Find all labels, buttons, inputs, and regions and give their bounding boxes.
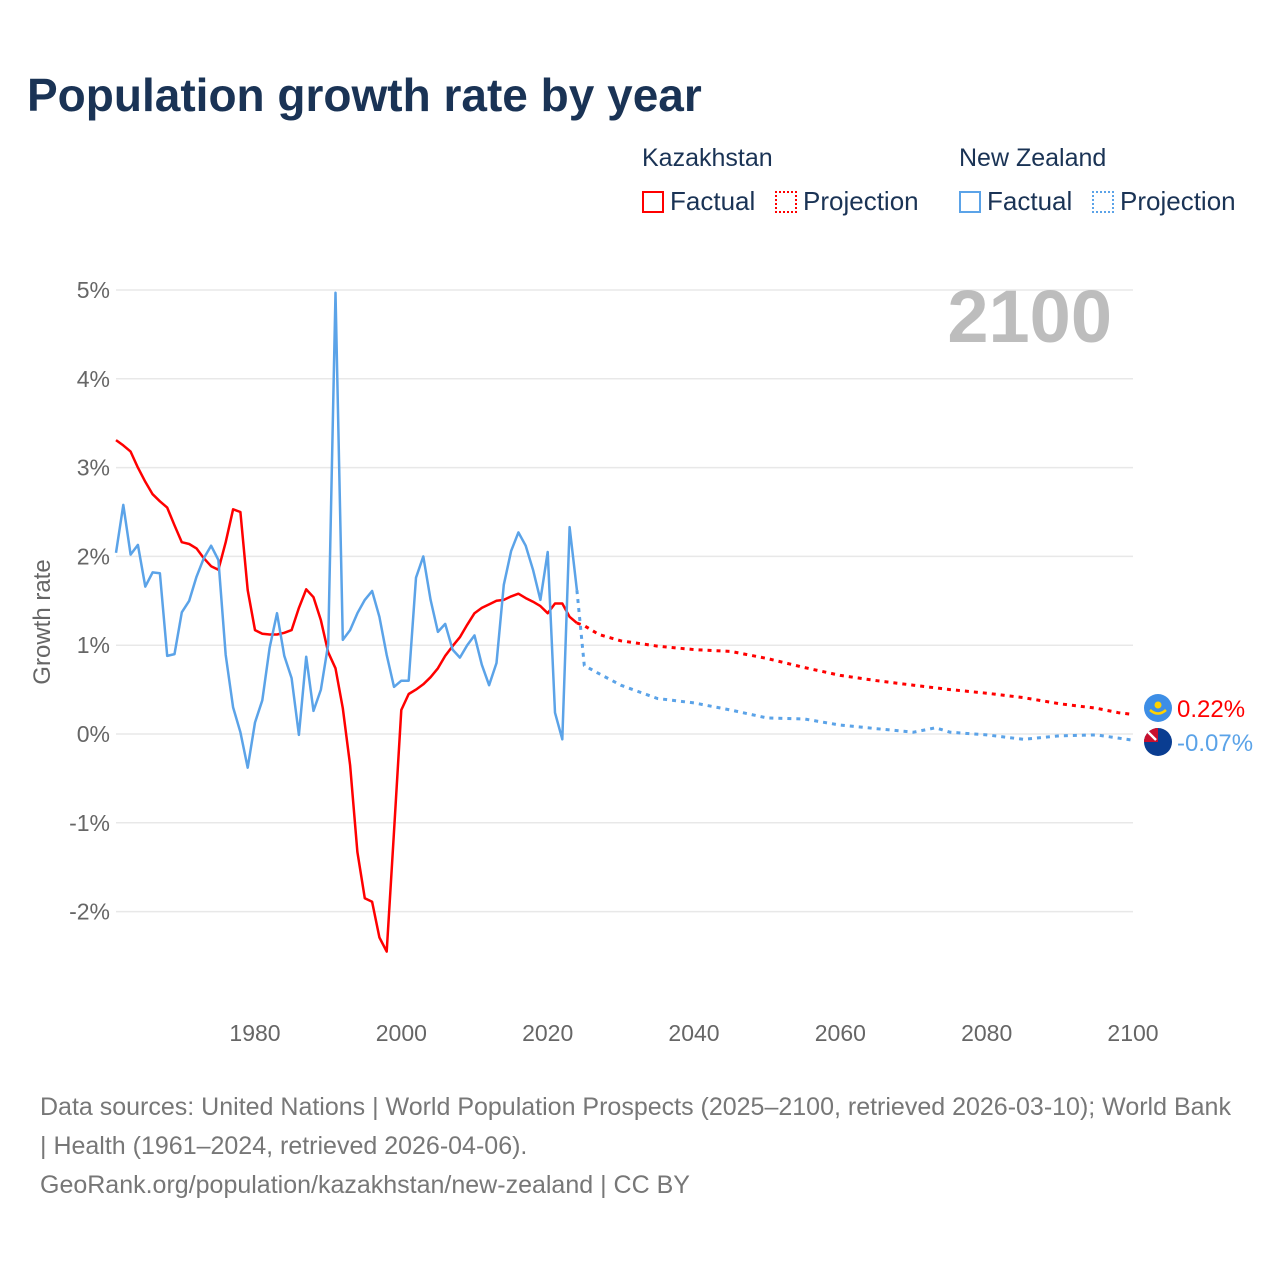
x-tick-label: 2020	[522, 1020, 573, 1046]
y-axis-label: Growth rate	[29, 559, 56, 684]
chart-title: Population growth rate by year	[27, 69, 702, 121]
x-tick-label: 2040	[668, 1020, 719, 1046]
legend-swatch-dotted	[775, 190, 797, 213]
x-tick-label: 2100	[1107, 1020, 1158, 1046]
y-tick-label: -2%	[69, 899, 110, 925]
legend-group-kazakhstan: Kazakhstan	[642, 144, 773, 172]
y-tick-label: 1%	[77, 632, 110, 658]
legend-swatch-solid	[642, 190, 664, 213]
x-tick-label: 2000	[376, 1020, 427, 1046]
y-tick-label: 2%	[77, 543, 110, 569]
legend-swatch-dotted	[1092, 190, 1114, 213]
legend-label: Factual	[670, 186, 756, 216]
legend-kazakhstan-projection[interactable]: Projection	[775, 186, 919, 217]
legend-new-zealand-projection[interactable]: Projection	[1092, 186, 1236, 217]
source-link[interactable]: GeoRank.org/population/kazakhstan/new-ze…	[40, 1171, 690, 1199]
y-tick-label: -1%	[69, 810, 110, 836]
y-tick-label: 4%	[77, 366, 110, 392]
end-value-label: -0.07%	[1177, 730, 1253, 757]
legend-kazakhstan-factual[interactable]: Factual	[642, 186, 755, 217]
y-tick-label: 0%	[77, 721, 110, 747]
legend-swatch-solid	[959, 190, 981, 213]
legend-label: Factual	[987, 186, 1073, 216]
x-tick-label: 2060	[815, 1020, 866, 1046]
year-display: 2100	[947, 275, 1112, 358]
kazakhstan-flag-icon	[1144, 694, 1172, 722]
x-tick-label: 1980	[229, 1020, 280, 1046]
new-zealand-projection-line	[575, 589, 1134, 742]
kazakhstan-factual-line	[115, 439, 578, 953]
x-tick-label: 2080	[961, 1020, 1012, 1046]
legend-label: Projection	[803, 186, 919, 216]
footer: Data sources: United Nations | World Pop…	[40, 1088, 1240, 1205]
legend-group-new-zealand: New Zealand	[959, 144, 1107, 172]
y-tick-label: 5%	[77, 277, 110, 303]
kazakhstan-projection-line	[576, 621, 1134, 716]
new-zealand-flag-icon	[1144, 728, 1172, 756]
legend-label: Projection	[1120, 186, 1236, 216]
data-sources: Data sources: United Nations | World Pop…	[40, 1093, 1231, 1160]
y-tick-label: 3%	[77, 455, 110, 481]
end-value-label: 0.22%	[1177, 696, 1245, 723]
legend-new-zealand-factual[interactable]: Factual	[959, 186, 1072, 217]
new-zealand-factual-line	[114, 291, 579, 769]
